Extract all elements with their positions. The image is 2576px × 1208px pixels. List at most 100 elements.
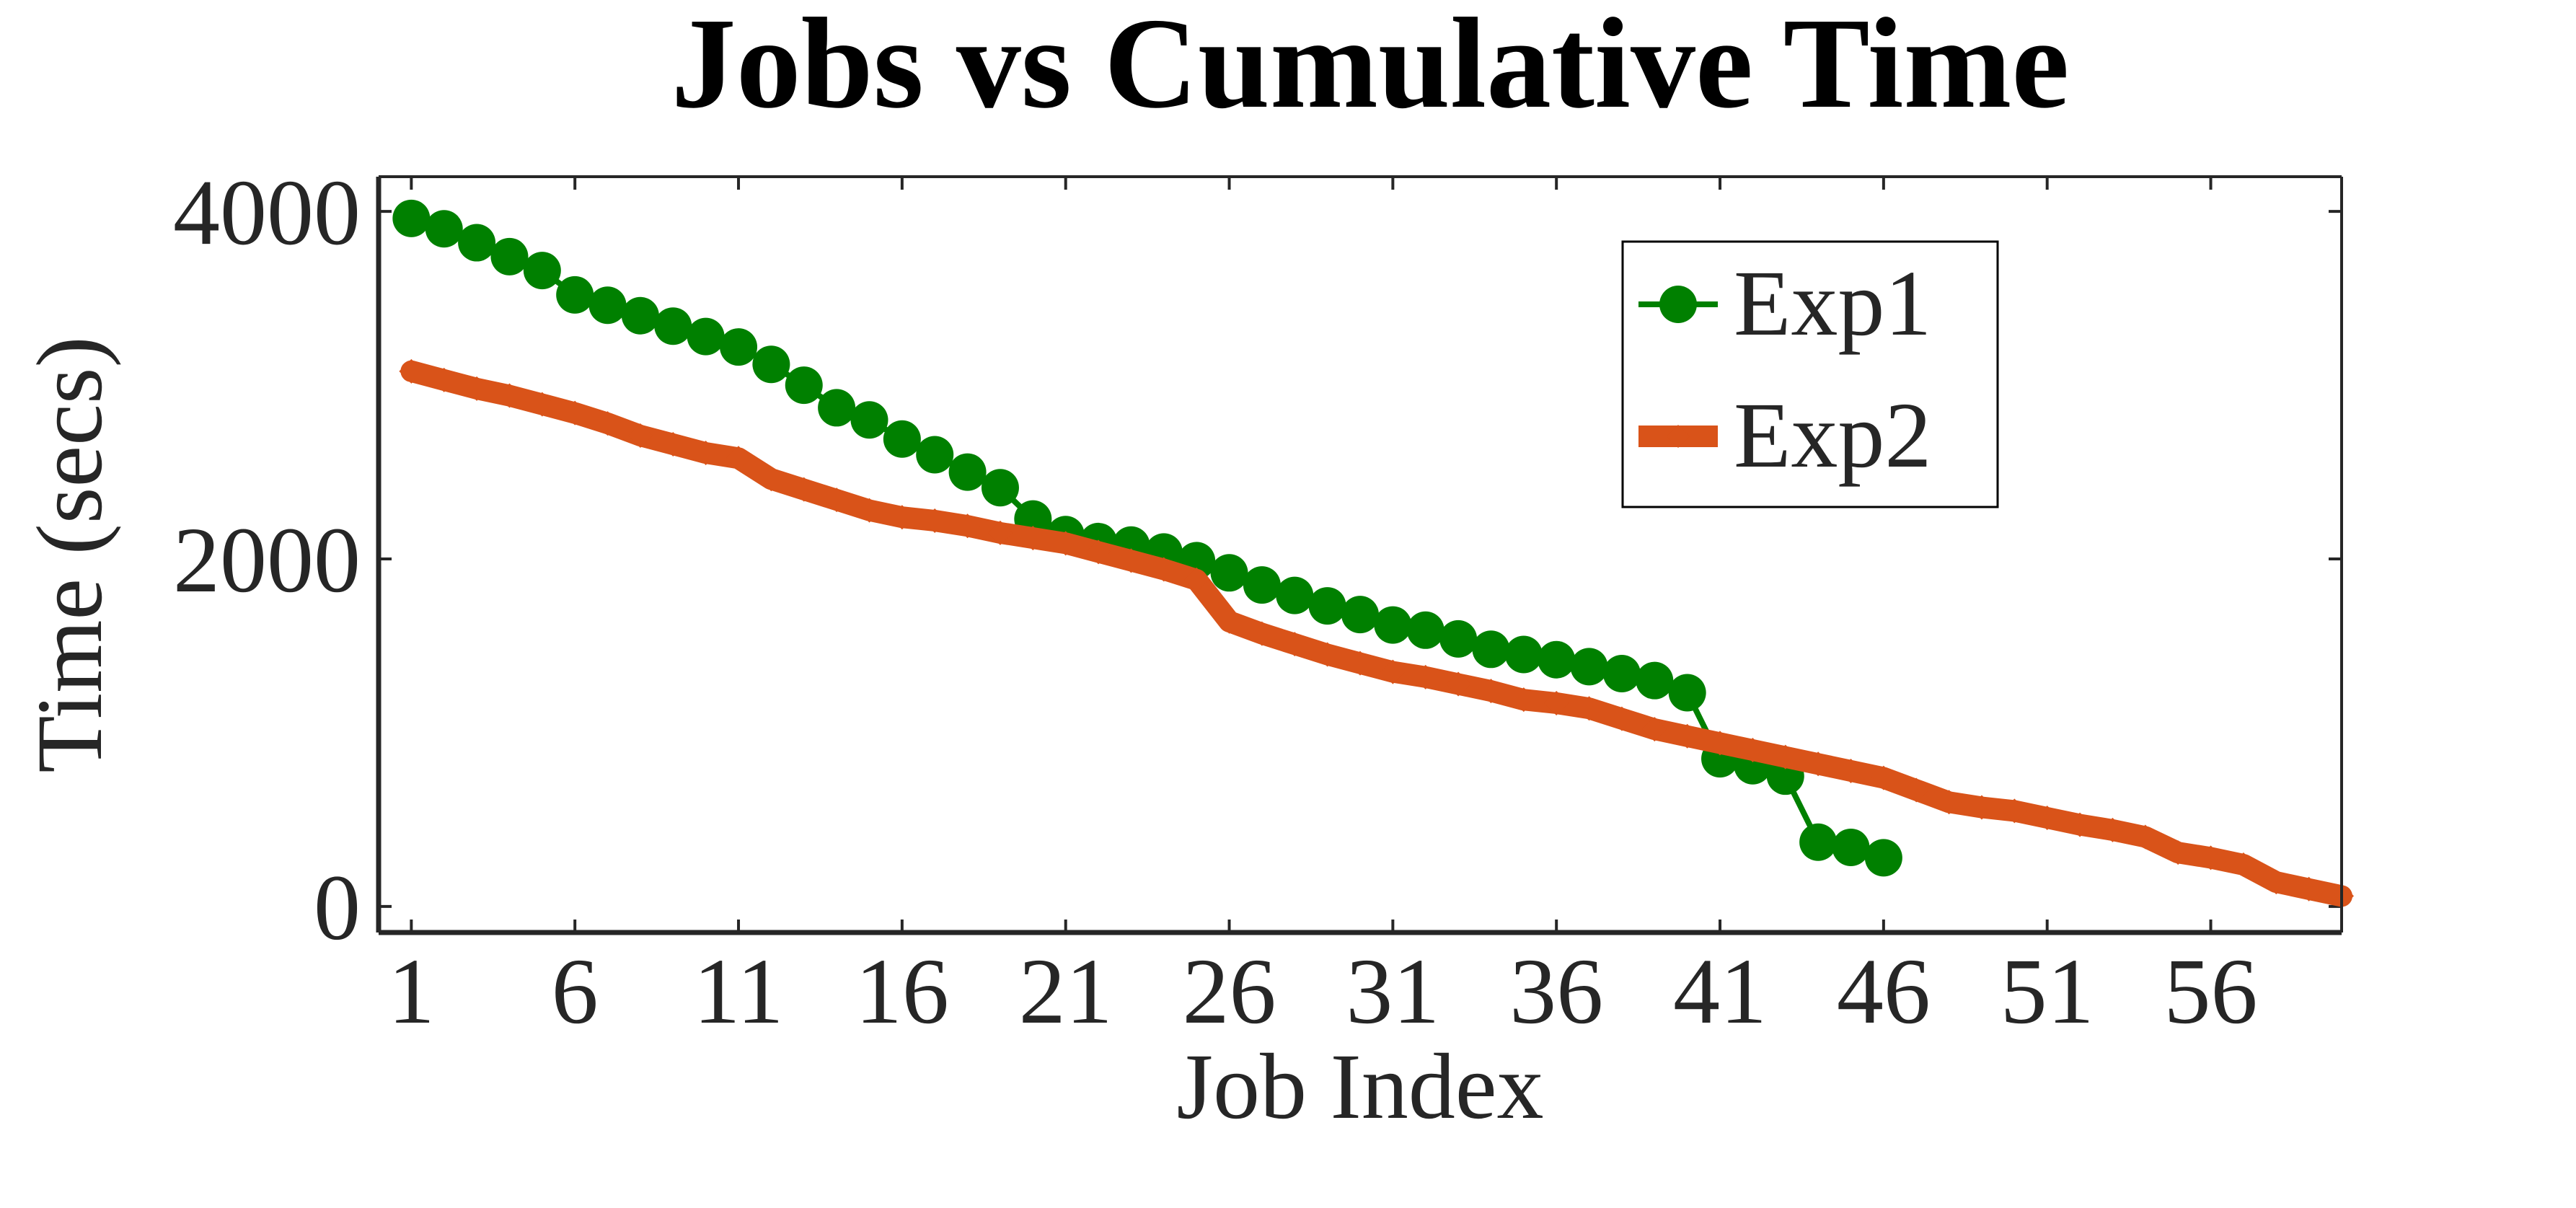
data-point [523,252,561,290]
data-point [759,467,784,492]
y-axis-label: Time (secs) [18,336,122,772]
x-tick-label: 46 [1837,940,1931,1044]
data-point [1871,765,1896,790]
data-point [1708,731,1733,756]
data-point [1184,567,1209,592]
y-tick-label: 2000 [173,508,361,612]
data-point [2166,840,2191,865]
data-point [661,432,686,457]
x-tick-label: 26 [1183,940,1276,1044]
data-point [458,224,496,262]
data-point [1806,751,1831,777]
data-point [1249,621,1274,646]
data-point [2100,817,2125,842]
data-point [1217,609,1242,634]
data-point [1348,651,1372,676]
x-tick-label: 36 [1509,940,1603,1044]
x-tick-labels: 1 6 11 16 21 26 31 36 41 46 51 56 [388,940,2258,1044]
data-point [1374,606,1412,644]
data-point [1439,620,1478,658]
data-point [1838,758,1863,783]
data-point [1406,611,1444,649]
series-layer [392,199,2354,909]
data-point [1086,539,1111,565]
legend-label-exp2: Exp2 [1734,384,1931,488]
data-point [2068,812,2093,837]
data-point [981,469,1019,507]
data-point [1243,566,1281,604]
data-point [490,237,529,275]
legend: Exp1 Exp2 [1621,240,1999,508]
data-point [431,367,456,392]
data-point [1936,790,1962,815]
data-point [752,345,790,384]
data-point [987,520,1013,545]
data-point [1504,635,1543,674]
legend-label-exp1: Exp1 [1734,252,1931,356]
data-point [1341,596,1379,634]
data-point [1380,659,1406,684]
data-point [2132,824,2158,850]
data-point [850,401,888,439]
legend-marker-exp1 [1659,286,1697,323]
data-point [1570,648,1608,686]
data-point [399,358,424,384]
data-point [916,436,954,474]
data-point [1544,690,1569,715]
data-point [2296,876,2321,901]
data-point [1538,640,1576,679]
data-point [1636,661,1674,700]
data-point [627,423,653,448]
data-point [2231,852,2256,878]
data-point [1668,674,1706,712]
x-tick-label: 56 [2164,940,2258,1044]
data-point [883,420,921,458]
data-point [726,446,751,471]
y-tick-label: 4000 [173,161,361,265]
data-point [785,366,823,405]
data-point [392,199,431,237]
data-point [1276,576,1314,614]
data-point [1969,795,1994,820]
data-point [1642,717,1667,742]
legend-marker-exp2 [1667,425,1690,448]
series-exp2 [399,358,2354,909]
data-point [1282,632,1307,657]
data-point [1020,526,1046,551]
data-point [922,508,948,534]
data-point [1478,679,1504,704]
data-point [529,392,555,417]
x-tick-label: 41 [1673,940,1767,1044]
data-point [1832,828,1870,866]
data-point [1773,744,1798,770]
data-point [857,498,882,523]
data-point [556,275,594,314]
legend-box [1621,240,1999,508]
data-point [818,389,856,427]
data-point [1799,823,1838,861]
y-tick-labels: 0 2000 4000 [173,161,361,960]
data-point [1511,687,1536,713]
data-point [1119,548,1144,573]
chart-title: Jobs vs Cumulative Time [671,0,2070,135]
data-point [588,286,627,325]
x-tick-label: 11 [693,940,783,1044]
data-point [1576,696,1602,721]
data-point [2002,798,2027,824]
data-point [563,400,588,426]
data-point [1446,671,1471,697]
x-tick-label: 16 [855,940,949,1044]
data-point [1315,642,1340,667]
x-tick-label: 6 [552,940,599,1044]
data-point [1904,777,1929,803]
data-point [889,505,914,530]
data-point [1413,664,1438,689]
x-tick-label: 21 [1019,940,1113,1044]
data-point [955,513,980,539]
data-point [693,441,718,466]
data-point [621,296,659,335]
data-point [1210,554,1248,592]
data-point [464,376,490,401]
data-point [687,317,725,356]
